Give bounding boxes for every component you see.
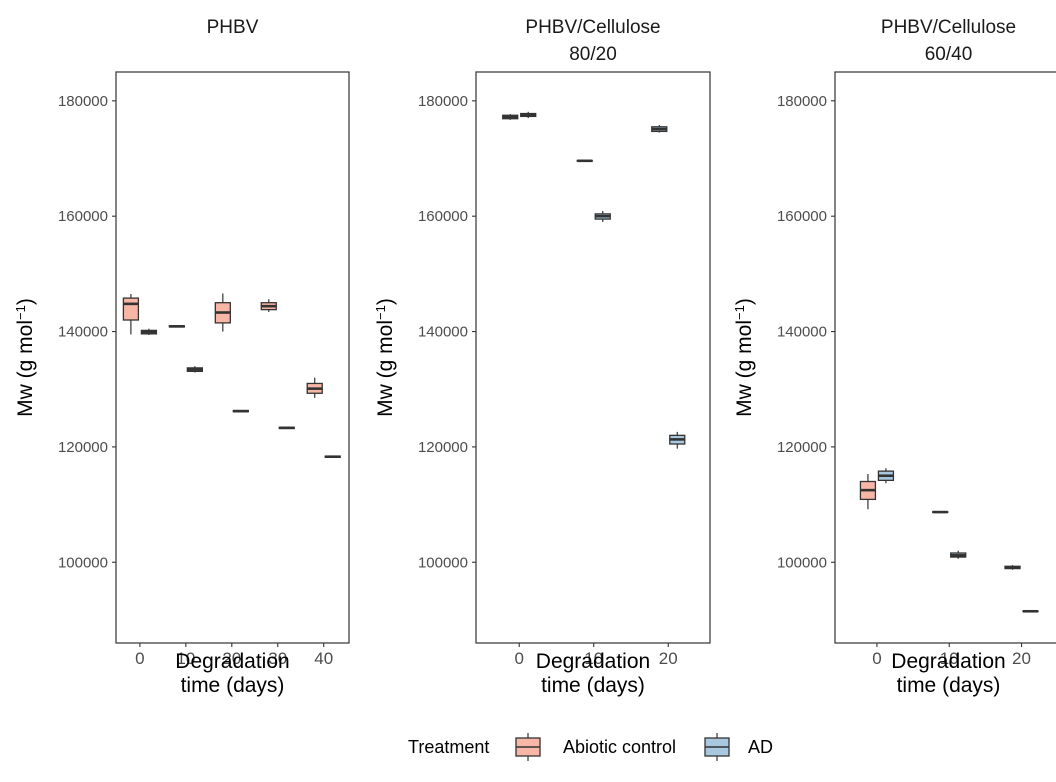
y-tick-label: 140000	[777, 324, 827, 341]
panel-2: PHBV/Cellulose 80/20 100000 120000 140000 160…	[373, 17, 711, 697]
y-tick-label: 160000	[777, 208, 827, 225]
y-tick-label: 160000	[418, 208, 468, 225]
y-tick-label: 120000	[58, 439, 108, 456]
x-tick-label: 20	[659, 649, 678, 668]
box-ad	[1004, 565, 1021, 570]
x-axis-label: time (days)	[897, 674, 1001, 697]
panel-title: PHBV	[207, 17, 259, 38]
box-abiotic	[214, 293, 231, 332]
y-tick-label: 180000	[418, 93, 468, 110]
box-ad	[1022, 609, 1039, 613]
box-ad	[651, 125, 668, 133]
panel-3: PHBV/Cellulose 60/40 100000 120000 140000 160…	[732, 17, 1056, 697]
box-ad	[278, 426, 295, 430]
box-ad	[186, 366, 204, 373]
box-ad	[324, 455, 341, 459]
panel-frame	[115, 71, 350, 644]
y-tick-label: 140000	[58, 324, 108, 341]
x-tick-label: 0	[872, 649, 881, 668]
box-abiotic	[306, 377, 323, 398]
y-tick-label: 100000	[418, 554, 468, 571]
x-tick-label: 10	[584, 649, 603, 668]
box-abiotic	[260, 299, 277, 312]
y-tick-label: 180000	[58, 93, 108, 110]
y-tick-label: 140000	[418, 324, 468, 341]
panel-frame	[834, 71, 1056, 644]
y-axis-label: Mw (g mol−1)	[13, 298, 38, 417]
y-tick-label: 100000	[58, 554, 108, 571]
box-ad	[502, 114, 519, 120]
x-tick-label: 0	[514, 649, 523, 668]
x-tick-label: 10	[176, 649, 195, 668]
x-axis-label: Degradation	[891, 650, 1005, 673]
legend-label-abiotic: Abiotic control	[563, 737, 676, 757]
box-ad	[576, 159, 593, 163]
y-tick-label: 180000	[777, 93, 827, 110]
y-tick-label: 160000	[58, 208, 108, 225]
panel-frame	[475, 71, 711, 644]
x-axis-label: time (days)	[181, 674, 285, 697]
x-tick-label: 30	[268, 649, 287, 668]
legend-item: Abiotic control	[515, 733, 676, 761]
legend-item: AD	[704, 733, 773, 761]
x-tick-label: 40	[314, 649, 333, 668]
box-abiotic	[122, 294, 140, 335]
box-ad	[232, 409, 249, 413]
box-ad	[594, 211, 611, 222]
panel-title: 60/40	[925, 44, 973, 65]
y-tick-label: 120000	[777, 439, 827, 456]
panel-title: 80/20	[569, 44, 617, 65]
x-tick-label: 0	[135, 649, 144, 668]
legend: Treatment Abiotic control AD	[408, 733, 773, 761]
x-axis-label: Degradation	[536, 650, 650, 673]
x-axis-label: time (days)	[541, 674, 645, 697]
box-ad	[669, 431, 686, 449]
x-axis-label: Degradation	[175, 650, 289, 673]
box-ad	[932, 510, 949, 514]
legend-label-ad: AD	[748, 737, 773, 757]
y-axis-label: Mw (g mol−1)	[373, 298, 398, 417]
box-ad	[140, 328, 158, 336]
box-body	[122, 297, 140, 321]
box-ad	[950, 550, 967, 559]
box-ad	[520, 111, 537, 119]
box-abiotic	[859, 474, 877, 510]
y-tick-label: 120000	[418, 439, 468, 456]
x-tick-label: 20	[222, 649, 241, 668]
y-axis-label: Mw (g mol−1)	[732, 298, 757, 417]
panel-title: PHBV/Cellulose	[881, 17, 1016, 38]
panel-1: PHBV 100000 120000 140000 160000 180000 0 10 20 3…	[13, 17, 350, 697]
box-ad	[877, 468, 895, 484]
panel-title: PHBV/Cellulose	[525, 17, 660, 38]
x-tick-label: 20	[1012, 649, 1031, 668]
box-ad	[168, 325, 186, 328]
x-tick-label: 10	[940, 649, 959, 668]
y-tick-label: 100000	[777, 554, 827, 571]
legend-title: Treatment	[408, 737, 489, 757]
